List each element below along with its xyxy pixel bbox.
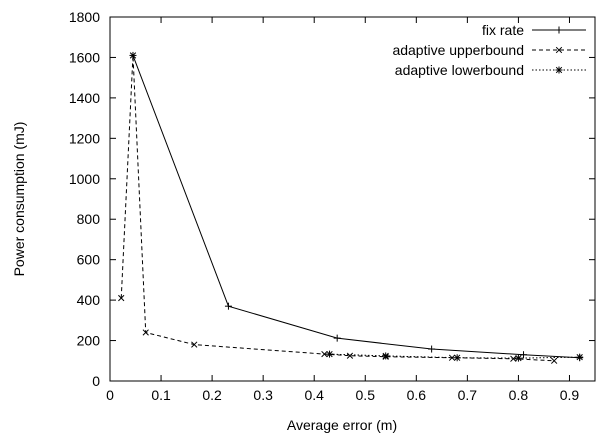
y-tick-label: 0 xyxy=(92,373,100,389)
marker-stroke xyxy=(142,329,149,336)
marker-stroke xyxy=(576,353,583,361)
marker-stroke xyxy=(515,354,522,362)
data-point-adaptive-lowerbound xyxy=(326,350,334,358)
series-line-adaptive-upperbound xyxy=(120,55,555,362)
y-tick-label: 1200 xyxy=(69,130,100,146)
x-tick-label: 0.7 xyxy=(458,387,478,403)
legend-label-fix-rate: fix rate xyxy=(482,22,524,38)
data-point-adaptive-upperbound xyxy=(346,352,354,359)
data-point-adaptive-upperbound xyxy=(129,52,137,59)
legend-marker-fix-rate xyxy=(555,26,563,34)
y-tick-label: 200 xyxy=(77,333,101,349)
marker-stroke xyxy=(346,352,354,359)
marker-stroke xyxy=(191,341,198,348)
x-tick-label: 0.4 xyxy=(304,387,324,403)
x-tick-label: 0.3 xyxy=(253,387,273,403)
plot-frame xyxy=(109,16,596,382)
series-line-fix-rate xyxy=(132,55,580,359)
x-tick-label: 0.6 xyxy=(407,387,427,403)
x-tick-label: 0.8 xyxy=(509,387,529,403)
y-axis-label: Power consumption (mJ) xyxy=(11,122,27,277)
data-point-adaptive-upperbound xyxy=(551,357,558,364)
y-tick-label: 400 xyxy=(77,292,101,308)
x-axis-label: Average error (m) xyxy=(287,417,397,433)
data-point-adaptive-upperbound xyxy=(321,350,328,358)
marker-stroke xyxy=(551,357,558,364)
marker-stroke xyxy=(321,350,328,358)
data-point-adaptive-upperbound xyxy=(191,341,198,348)
data-point-fix-rate xyxy=(428,345,436,353)
series-adaptive-lowerbound xyxy=(326,350,584,362)
x-tick-label: 0.5 xyxy=(356,387,376,403)
legend-marker-adaptive-upperbound xyxy=(555,46,563,54)
data-point-adaptive-lowerbound xyxy=(576,353,584,361)
y-tick-label: 800 xyxy=(77,211,101,227)
axes xyxy=(109,16,596,382)
series-layer xyxy=(118,51,584,364)
series-adaptive-upperbound xyxy=(118,52,558,364)
legend-marker-adaptive-lowerbound xyxy=(555,66,563,74)
y-tick-label: 1600 xyxy=(69,49,100,65)
y-tick-label: 1000 xyxy=(69,171,100,187)
y-tick-label: 600 xyxy=(77,252,101,268)
marker-stroke xyxy=(129,52,137,59)
legend-label-adaptive-upperbound: adaptive upperbound xyxy=(392,42,524,58)
ticks: 0 0.1 0.2 0.3 0.4 0.5 0.6 0.7 0.8 0.9 0 200 400 600 80… xyxy=(69,9,595,403)
y-tick-label: 1800 xyxy=(69,9,100,25)
data-point-adaptive-lowerbound xyxy=(453,354,461,362)
x-tick-label: 0.9 xyxy=(560,387,580,403)
data-point-adaptive-lowerbound xyxy=(382,352,390,360)
marker-stroke xyxy=(326,350,333,358)
data-point-fix-rate xyxy=(520,351,528,359)
data-point-adaptive-lowerbound xyxy=(514,354,522,362)
series-fix-rate xyxy=(129,51,584,362)
data-point-fix-rate xyxy=(333,334,341,342)
data-point-adaptive-upperbound xyxy=(118,294,125,302)
data-point-fix-rate xyxy=(224,302,232,310)
marker-stroke xyxy=(454,354,461,361)
data-point-adaptive-upperbound xyxy=(142,329,149,336)
legend-label-adaptive-lowerbound: adaptive lowerbound xyxy=(395,62,524,78)
legend: fix rate adaptive upperbound adaptive lowe… xyxy=(392,22,586,78)
data-point-adaptive-upperbound xyxy=(510,355,517,362)
marker-stroke xyxy=(510,355,517,362)
x-tick-label: 0 xyxy=(106,387,114,403)
marker-stroke xyxy=(118,294,125,302)
x-tick-label: 0.1 xyxy=(151,387,171,403)
marker-stroke xyxy=(555,66,563,74)
marker-stroke xyxy=(382,352,389,360)
marker-stroke xyxy=(555,46,563,54)
x-tick-label: 0.2 xyxy=(202,387,222,403)
y-tick-label: 1400 xyxy=(69,90,100,106)
